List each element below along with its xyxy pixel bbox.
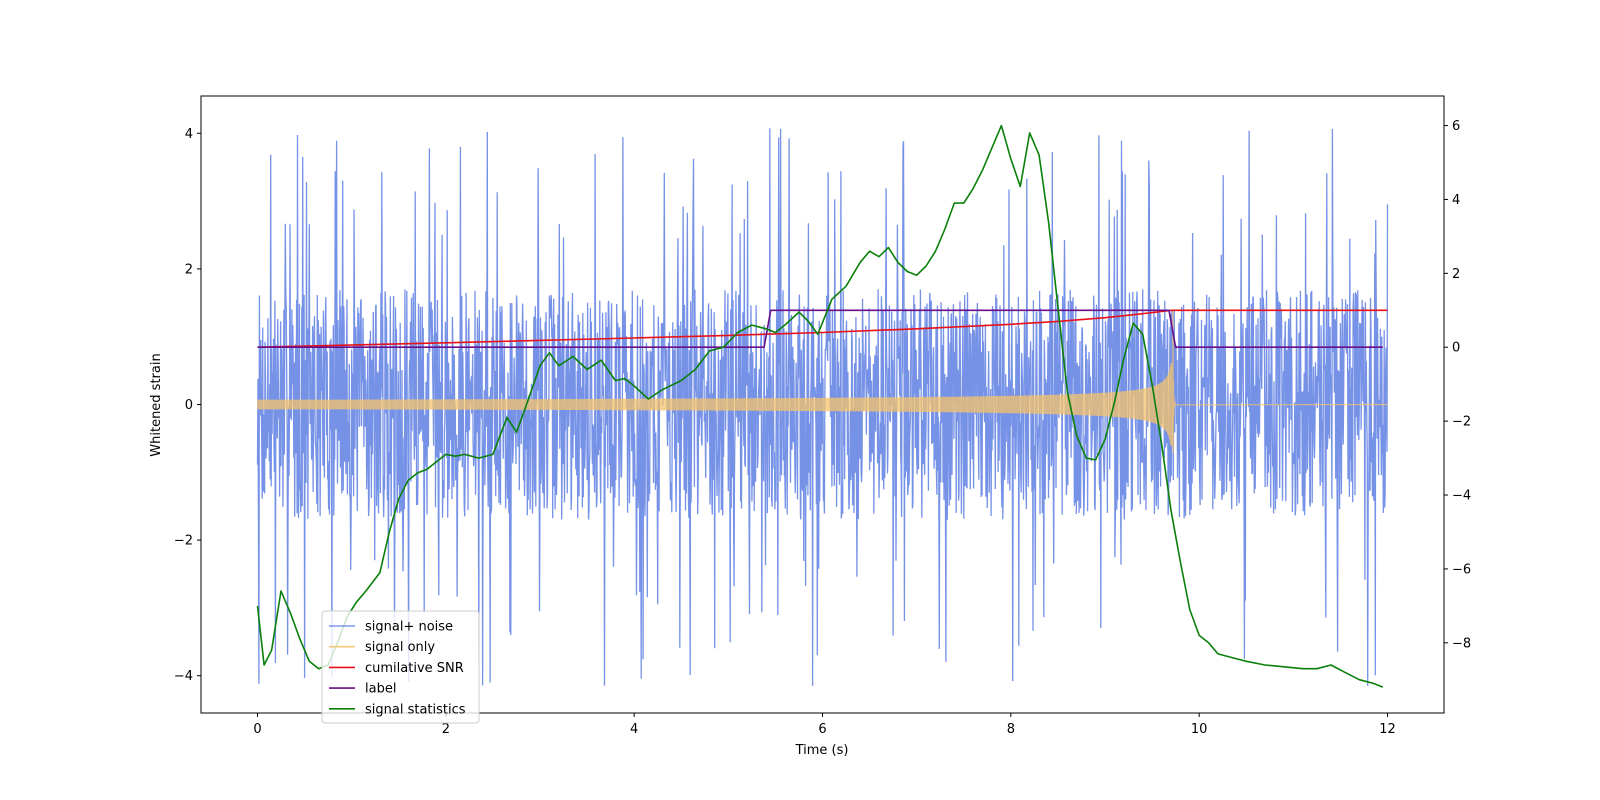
legend-label: signal statistics	[365, 702, 466, 717]
y2-tick-label: 0	[1452, 341, 1460, 356]
series-signal-statistics	[256, 124, 1384, 688]
y-tick-label: −4	[174, 669, 193, 684]
plot-area	[256, 124, 1389, 688]
x-tick-label: 4	[630, 722, 638, 737]
x-tick-label: 8	[1007, 722, 1015, 737]
y-tick-label: 0	[185, 398, 193, 413]
y-tick-label: 4	[185, 127, 193, 142]
x-tick-label: 10	[1191, 722, 1208, 737]
y2-tick-label: −6	[1452, 562, 1471, 577]
y2-tick-label: 4	[1452, 193, 1460, 208]
y2-tick-label: 2	[1452, 267, 1460, 282]
legend-label: signal only	[365, 640, 435, 655]
y2-tick-label: 6	[1452, 119, 1460, 134]
x-tick-label: 12	[1379, 722, 1396, 737]
y-tick-label: −2	[174, 534, 193, 549]
legend-label: label	[365, 682, 396, 697]
y2-tick-label: −8	[1452, 636, 1471, 651]
legend: signal+ noise signal only cumilative SNR la…	[321, 610, 480, 724]
x-tick-label: 0	[253, 722, 261, 737]
legend-label: signal+ noise	[365, 620, 453, 635]
y-axis-right: −8 −6 −4 −2 0 2 4 6	[1444, 119, 1471, 651]
y2-tick-label: −4	[1452, 489, 1471, 504]
y-axis-label: Whitened strain	[149, 353, 164, 456]
x-axis-label: Time (s)	[795, 743, 849, 758]
y-tick-label: 2	[185, 262, 193, 277]
series-signal-only	[256, 311, 1388, 454]
series-label	[257, 309, 1383, 348]
legend-box	[321, 610, 480, 724]
x-tick-label: 6	[818, 722, 826, 737]
x-tick-label: 2	[442, 722, 450, 737]
y2-tick-label: −2	[1452, 415, 1471, 430]
legend-label: cumilative SNR	[365, 661, 464, 676]
series-signal-noise	[256, 128, 1389, 686]
y-axis-left: −4 −2 0 2 4	[174, 127, 201, 684]
